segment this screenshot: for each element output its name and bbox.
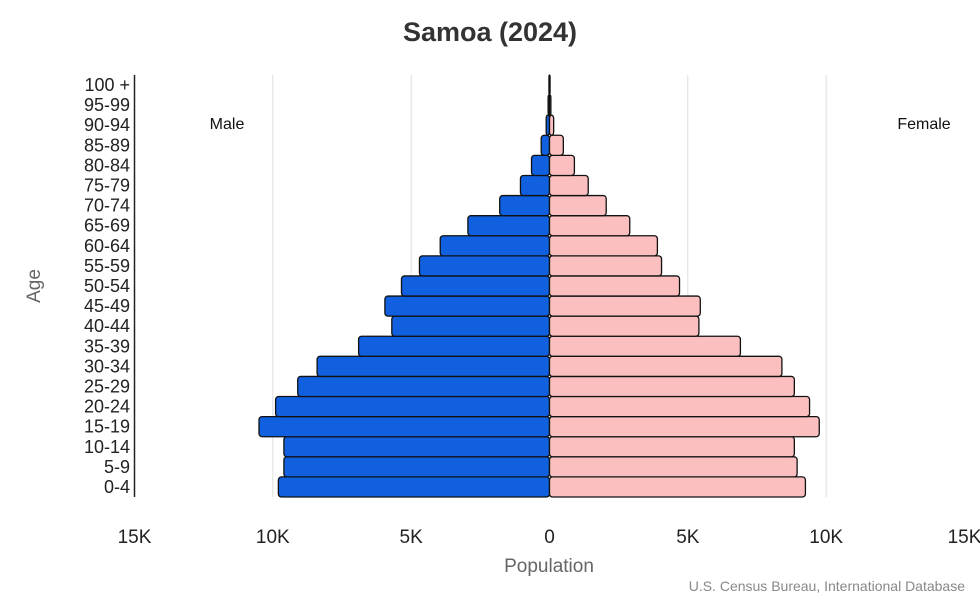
x-tick-label: 10K: [256, 527, 290, 548]
bar-female-20-24: [548, 395, 811, 418]
age-label: 35-39: [84, 336, 130, 356]
age-label: 90-94: [84, 115, 130, 135]
age-label: 100 +: [84, 75, 130, 95]
bar-female-40-44: [548, 315, 700, 337]
age-label: 60-64: [84, 236, 130, 256]
bar-male-75-79: [519, 174, 551, 197]
bar-male-65-69: [467, 215, 551, 237]
bar-male-50-54: [400, 275, 551, 297]
bar-male-85-89: [540, 134, 551, 157]
bar-female-5-9: [548, 456, 798, 478]
age-label: 15-19: [84, 417, 130, 437]
age-label: 10-14: [84, 437, 130, 457]
bar-female-30-34: [548, 355, 783, 378]
bar-female-95-99: [548, 94, 552, 116]
bar-female-90-94: [548, 114, 555, 136]
age-label: 70-74: [84, 196, 130, 216]
y-axis-label: Age: [24, 269, 45, 303]
bar-female-25-29: [548, 375, 796, 398]
bar-female-70-74: [548, 194, 607, 217]
bar-female-80-84: [548, 154, 576, 177]
bar-male-55-59: [418, 255, 551, 277]
age-label: 65-69: [84, 216, 130, 236]
legend-female: Female: [897, 116, 950, 133]
bar-female-15-19: [548, 415, 820, 438]
age-label: 0-4: [104, 477, 130, 497]
x-tick-label: 15K: [948, 527, 980, 548]
age-label: 5-9: [104, 457, 130, 477]
bar-male-15-19: [258, 415, 551, 438]
legend-male: Male: [210, 116, 245, 133]
bar-male-40-44: [391, 315, 551, 337]
bar-male-25-29: [297, 375, 551, 398]
age-label: 20-24: [84, 397, 130, 417]
bar-female-100: [548, 74, 551, 96]
age-label: 80-84: [84, 155, 130, 175]
bar-male-80-84: [530, 154, 551, 177]
bar-male-70-74: [499, 194, 551, 217]
bar-female-0-4: [548, 476, 807, 498]
x-tick-label: 5K: [400, 527, 424, 548]
age-label: 30-34: [84, 356, 130, 376]
age-label: 40-44: [84, 316, 130, 336]
bar-male-35-39: [357, 335, 551, 357]
x-axis-label: Population: [504, 556, 594, 577]
age-label: 55-59: [84, 256, 130, 276]
age-label: 45-49: [84, 296, 130, 316]
age-label: 75-79: [84, 176, 130, 196]
bar-female-65-69: [548, 215, 631, 237]
x-tick-label: 10K: [809, 527, 843, 548]
x-tick-label: 15K: [118, 527, 152, 548]
bar-male-30-34: [316, 355, 551, 378]
bar-female-60-64: [548, 235, 659, 257]
age-label: 85-89: [84, 135, 130, 155]
bar-female-50-54: [548, 275, 681, 297]
age-label: 50-54: [84, 276, 130, 296]
bar-male-20-24: [274, 395, 551, 418]
source-note: U.S. Census Bureau, International Databa…: [689, 578, 965, 594]
chart-title: Samoa (2024): [403, 17, 577, 47]
x-tick-label: 5K: [676, 527, 700, 548]
bar-female-75-79: [548, 174, 589, 197]
bar-male-5-9: [283, 456, 551, 478]
bar-female-55-59: [548, 255, 663, 277]
bar-female-10-14: [548, 436, 796, 458]
bar-female-85-89: [548, 134, 564, 157]
bar-male-45-49: [384, 295, 551, 317]
bar-male-0-4: [277, 476, 551, 498]
age-label: 25-29: [84, 376, 130, 396]
x-tick-label: 0: [544, 527, 555, 548]
bar-male-60-64: [439, 235, 551, 257]
age-label: 95-99: [84, 95, 130, 115]
bar-female-35-39: [548, 335, 742, 357]
bar-male-10-14: [283, 436, 551, 458]
bar-female-45-49: [548, 295, 701, 317]
